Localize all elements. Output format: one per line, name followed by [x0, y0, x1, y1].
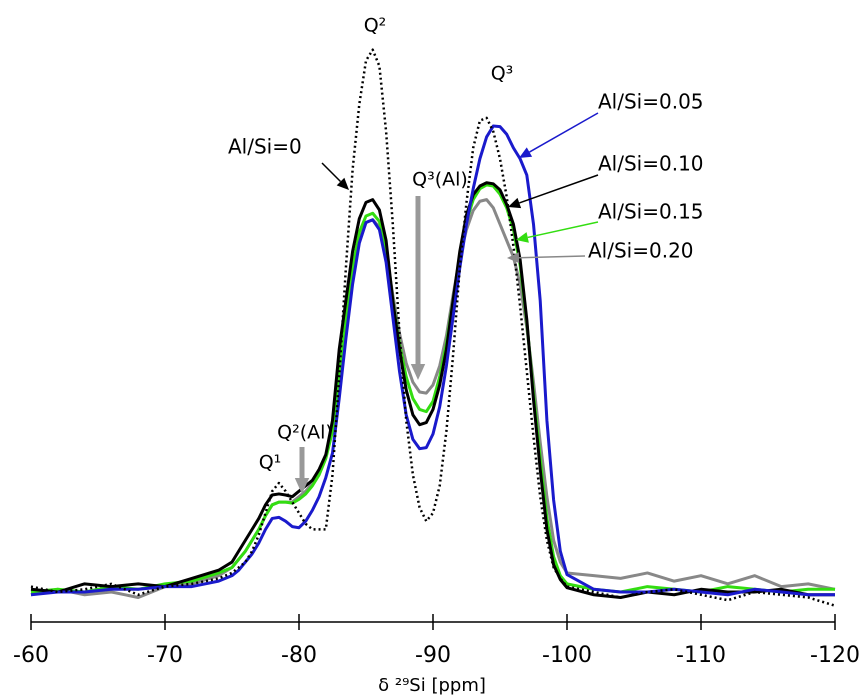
- legend-label: Al/Si=0.20: [588, 239, 694, 263]
- annotation: Q²: [364, 15, 387, 37]
- annotation: Q¹: [259, 452, 282, 474]
- spectrum-line: [30, 181, 835, 599]
- annotation: Q³(Al): [412, 169, 468, 191]
- legend-label: Al/Si=0.05: [598, 90, 704, 114]
- x-tick-label: -60: [13, 643, 49, 668]
- spectrum-line: [30, 48, 836, 607]
- arrow: [410, 196, 426, 380]
- annotation: Q²(Al): [277, 422, 333, 444]
- x-tick-label: -100: [542, 643, 592, 668]
- x-axis-label: δ ²⁹Si [ppm]: [378, 675, 486, 696]
- arrow: [519, 112, 599, 158]
- x-tick-label: -70: [147, 643, 183, 668]
- arrow: [516, 221, 599, 243]
- legend-label: Al/Si=0.15: [598, 200, 704, 224]
- legend-label: Al/Si=0.10: [598, 152, 704, 176]
- legend-label: Al/Si=0: [228, 135, 302, 159]
- spectrum-line: [30, 124, 835, 597]
- x-tick-label: -90: [415, 643, 451, 668]
- arrow: [294, 447, 310, 494]
- x-tick-label: -80: [281, 643, 317, 668]
- x-tick-label: -110: [676, 643, 726, 668]
- spectrum-line: [30, 183, 835, 594]
- arrow: [321, 162, 349, 190]
- arrow: [507, 252, 586, 264]
- annotation: Q³: [491, 63, 514, 85]
- x-tick-label: -120: [810, 643, 860, 668]
- arrow: [508, 174, 599, 209]
